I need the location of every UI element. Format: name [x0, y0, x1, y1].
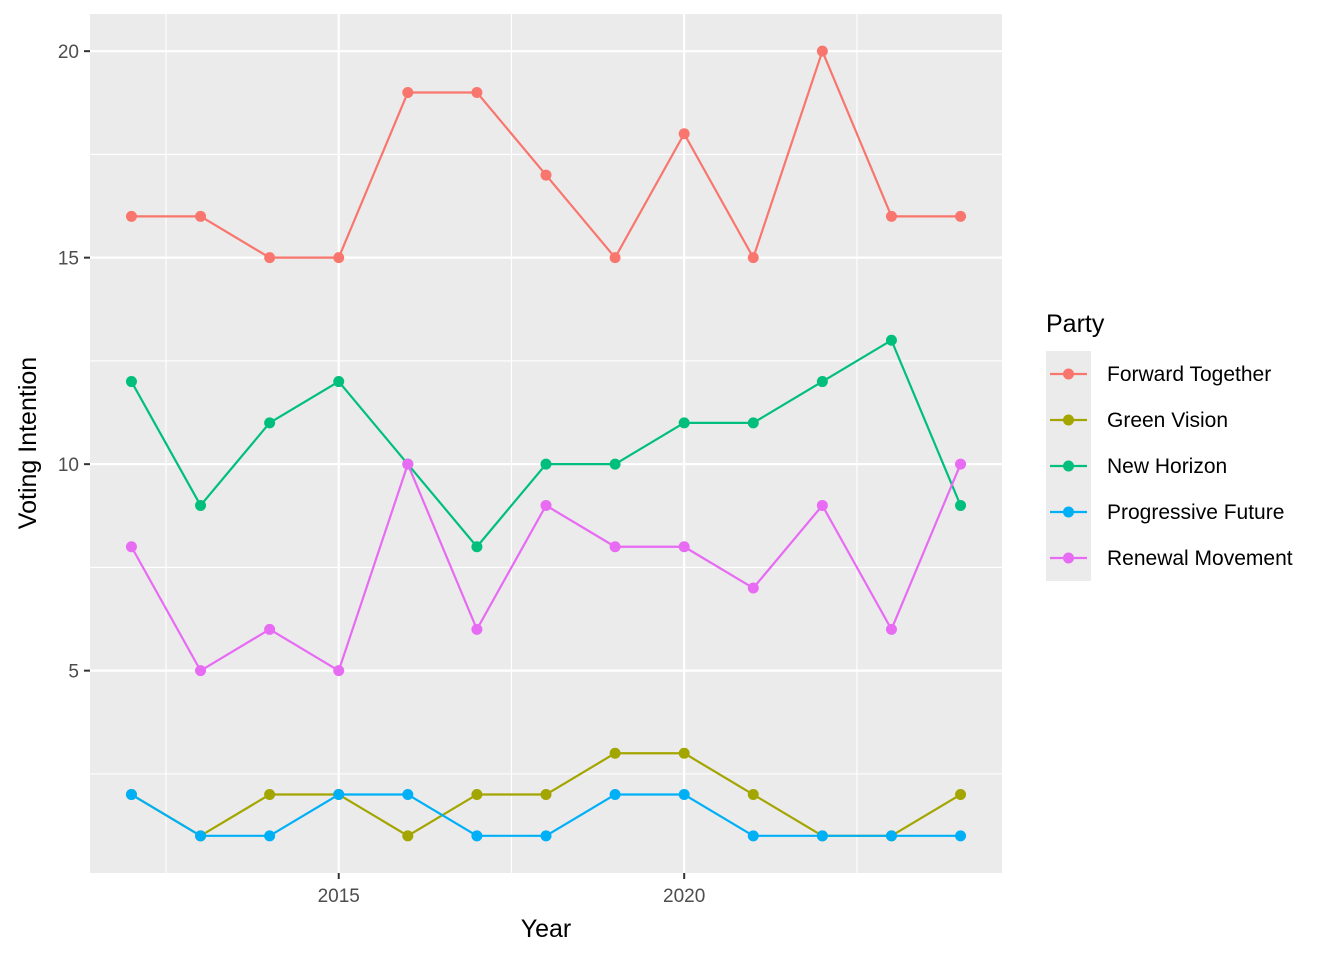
legend-label: New Horizon: [1107, 455, 1227, 478]
data-point-new-horizon: [609, 458, 621, 470]
data-point-renewal-movement: [609, 541, 621, 553]
data-point-renewal-movement: [402, 458, 414, 470]
data-point-renewal-movement: [471, 623, 483, 635]
data-point-forward-together: [540, 169, 552, 181]
legend-label: Progressive Future: [1107, 501, 1284, 524]
legend-title: Party: [1046, 310, 1105, 338]
legend: Party Forward Together Green Vision New Ho…: [1046, 310, 1293, 581]
data-point-new-horizon: [885, 334, 897, 346]
x-tick-label: 2020: [663, 886, 705, 907]
data-point-green-vision: [609, 747, 621, 759]
x-tick-label: 2015: [318, 886, 360, 907]
data-point-green-vision: [402, 830, 414, 842]
data-point-progressive-future: [195, 830, 207, 842]
data-point-renewal-movement: [540, 499, 552, 511]
data-point-green-vision: [678, 747, 690, 759]
data-point-forward-together: [747, 252, 759, 264]
data-point-new-horizon: [264, 417, 276, 429]
data-point-green-vision: [747, 789, 759, 801]
data-point-renewal-movement: [747, 582, 759, 594]
y-axis: 5 10 15 20: [58, 42, 90, 683]
data-point-forward-together: [333, 252, 345, 264]
data-point-forward-together: [885, 210, 897, 222]
data-point-forward-together: [609, 252, 621, 264]
legend-key-point: [1063, 368, 1074, 380]
data-point-forward-together: [264, 252, 276, 264]
data-point-progressive-future: [402, 789, 414, 801]
y-tick-label: 10: [58, 455, 79, 476]
data-point-new-horizon: [471, 541, 483, 553]
panel-background: [90, 14, 1002, 873]
series-renewal-movement: [125, 458, 967, 677]
data-point-progressive-future: [471, 830, 483, 842]
data-point-progressive-future: [955, 830, 967, 842]
series-new-horizon: [125, 334, 967, 553]
legend-item-renewal-movement: Renewal Movement: [1050, 547, 1293, 570]
data-point-forward-together: [955, 210, 967, 222]
data-point-forward-together: [816, 45, 828, 57]
data-point-green-vision: [264, 789, 276, 801]
data-point-new-horizon: [333, 376, 345, 388]
data-point-progressive-future: [816, 830, 828, 842]
data-point-forward-together: [678, 128, 690, 140]
legend-key-point: [1063, 552, 1074, 564]
series-forward-together: [125, 45, 967, 264]
series-layer: [125, 45, 967, 842]
data-point-new-horizon: [747, 417, 759, 429]
data-point-new-horizon: [816, 376, 828, 388]
data-point-new-horizon: [955, 499, 967, 511]
data-point-green-vision: [471, 789, 483, 801]
series-progressive-future: [125, 789, 967, 842]
y-tick-label: 15: [58, 249, 79, 270]
legend-item-progressive-future: Progressive Future: [1050, 501, 1284, 524]
data-point-renewal-movement: [885, 623, 897, 635]
data-point-green-vision: [540, 789, 552, 801]
data-point-progressive-future: [264, 830, 276, 842]
data-point-progressive-future: [125, 789, 137, 801]
data-point-forward-together: [402, 86, 414, 98]
legend-label: Green Vision: [1107, 409, 1228, 432]
data-point-new-horizon: [125, 376, 137, 388]
data-point-renewal-movement: [333, 665, 345, 677]
legend-item-new-horizon: New Horizon: [1050, 455, 1227, 478]
data-point-renewal-movement: [816, 499, 828, 511]
legend-label: Renewal Movement: [1107, 547, 1293, 570]
legend-item-green-vision: Green Vision: [1050, 409, 1228, 432]
x-axis: 2015 2020: [318, 873, 705, 907]
data-point-green-vision: [955, 789, 967, 801]
data-point-progressive-future: [540, 830, 552, 842]
data-point-progressive-future: [333, 789, 345, 801]
data-point-new-horizon: [678, 417, 690, 429]
data-point-renewal-movement: [264, 623, 276, 635]
legend-item-forward-together: Forward Together: [1050, 363, 1271, 386]
data-point-renewal-movement: [678, 541, 690, 553]
data-point-renewal-movement: [955, 458, 967, 470]
legend-label: Forward Together: [1107, 363, 1271, 386]
data-point-new-horizon: [195, 499, 207, 511]
data-point-progressive-future: [747, 830, 759, 842]
x-axis-title: Year: [521, 915, 572, 943]
y-tick-label: 5: [68, 662, 79, 683]
data-point-forward-together: [471, 86, 483, 98]
data-point-forward-together: [195, 210, 207, 222]
legend-key-point: [1063, 506, 1074, 518]
y-axis-title: Voting Intention: [14, 357, 42, 529]
data-point-renewal-movement: [195, 665, 207, 677]
y-tick-label: 20: [58, 42, 79, 63]
data-point-progressive-future: [885, 830, 897, 842]
data-point-renewal-movement: [125, 541, 137, 553]
data-point-progressive-future: [609, 789, 621, 801]
legend-key-point: [1063, 414, 1074, 426]
data-point-progressive-future: [678, 789, 690, 801]
data-point-new-horizon: [540, 458, 552, 470]
data-point-forward-together: [125, 210, 137, 222]
legend-key-point: [1063, 460, 1074, 472]
